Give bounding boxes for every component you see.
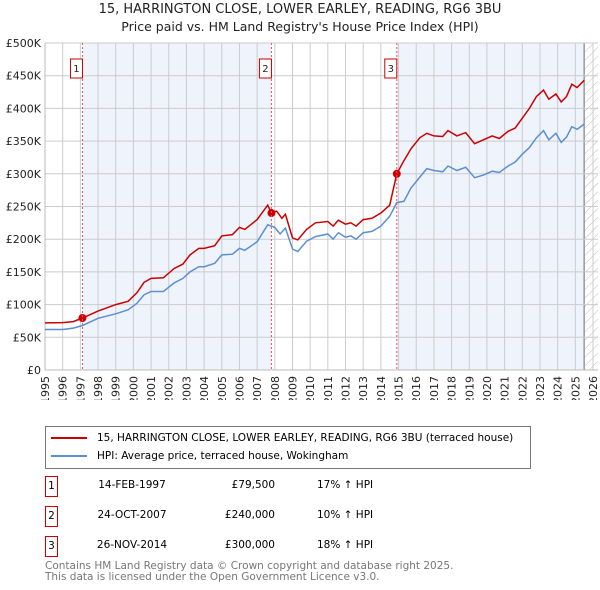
sale-number-badge: 3: [45, 536, 58, 557]
sale-marker-label: 3: [388, 64, 394, 75]
x-tick-label: 2007: [251, 376, 264, 400]
x-tick-label: 1995: [39, 376, 52, 400]
sale-marker-box: [384, 58, 398, 79]
x-tick-label: 2021: [499, 376, 512, 400]
y-tick-label: £150K: [6, 266, 42, 279]
sale-row: 1 14-FEB-1997 £79,500 17% ↑ HPI: [45, 476, 445, 497]
legend-item-hpi: HPI: Average price, terraced house, Woki…: [51, 450, 348, 462]
x-tick-label: 1997: [74, 376, 87, 400]
x-tick-label: 2019: [463, 376, 476, 400]
legend-item-property: 15, HARRINGTON CLOSE, LOWER EARLEY, READ…: [51, 432, 513, 444]
sale-hpi-diff: 18% ↑ HPI: [317, 539, 374, 551]
x-tick-label: 2009: [286, 376, 299, 400]
sale-marker-box: [69, 58, 83, 79]
x-tick-label: 2014: [375, 376, 388, 400]
x-tick-label: 2016: [410, 376, 423, 400]
x-tick-label: 1998: [92, 376, 105, 400]
sale-row: 2 24-OCT-2007 £240,000 10% ↑ HPI: [45, 506, 445, 527]
sale-marker-label: 1: [73, 64, 79, 75]
y-tick-label: £0: [27, 364, 41, 377]
sale-marker-box: [258, 58, 272, 79]
sale-number-badge: 2: [45, 506, 58, 527]
x-tick-label: 2002: [163, 376, 176, 400]
sale-date: 26-NOV-2014: [96, 539, 168, 551]
sale-price: £240,000: [224, 509, 275, 521]
sale-number-badge: 1: [45, 476, 58, 497]
footer-copyright: Contains HM Land Registry data © Crown c…: [45, 560, 454, 572]
x-tick-label: 2005: [216, 376, 229, 400]
price-chart: 1995 1996 1997 1998 1999 2000 2001 2002 2003 2004…: [6, 37, 600, 400]
x-tick-label: 2010: [304, 376, 317, 400]
y-tick-label: £250K: [6, 201, 42, 214]
x-tick-label: 2018: [446, 376, 459, 400]
y-tick-label: £300K: [6, 168, 42, 181]
legend-swatch-blue: [51, 455, 87, 457]
x-tick-label: 1996: [57, 376, 70, 400]
x-tick-label: 2025: [569, 376, 582, 400]
chart-title: 15, HARRINGTON CLOSE, LOWER EARLEY, READ…: [98, 2, 502, 17]
sale-hpi-diff: 17% ↑ HPI: [317, 479, 374, 491]
y-tick-label: £500K: [6, 37, 42, 50]
x-tick-label: 1999: [110, 376, 123, 400]
legend-label: HPI: Average price, terraced house, Woki…: [97, 450, 349, 462]
x-tick-label: 2011: [322, 376, 335, 400]
x-tick-label: 2026: [587, 376, 600, 400]
x-tick-label: 2004: [198, 376, 211, 400]
series-line-property: [44, 79, 585, 324]
x-tick-label: 2013: [357, 376, 370, 400]
x-tick-label: 2003: [180, 376, 193, 400]
x-tick-label: 2022: [516, 376, 529, 400]
sale-hpi-diff: 10% ↑ HPI: [317, 509, 374, 521]
x-tick-label: 2020: [481, 376, 494, 400]
x-tick-label: 2024: [552, 376, 565, 400]
y-tick-label: £350K: [6, 135, 42, 148]
x-tick-label: 2017: [428, 376, 441, 400]
sale-price: £300,000: [224, 539, 275, 551]
x-tick-label: 2001: [145, 376, 158, 400]
series-line-hpi: [45, 123, 585, 331]
sale-marker-label: 2: [262, 64, 268, 75]
sale-point: [78, 314, 87, 323]
legend: 15, HARRINGTON CLOSE, LOWER EARLEY, READ…: [45, 426, 531, 469]
legend-label: 15, HARRINGTON CLOSE, LOWER EARLEY, READ…: [97, 432, 514, 444]
y-tick-label: £200K: [6, 233, 42, 246]
x-tick-label: 2015: [393, 376, 406, 400]
x-tick-label: 2023: [534, 376, 547, 400]
sale-price: £79,500: [231, 479, 275, 491]
sale-point: [392, 169, 401, 178]
legend-swatch-red: [51, 437, 87, 439]
sale-date: 24-OCT-2007: [97, 509, 167, 521]
y-tick-label: £450K: [6, 70, 42, 83]
y-tick-label: £400K: [6, 102, 42, 115]
sale-row: 3 26-NOV-2014 £300,000 18% ↑ HPI: [45, 536, 445, 557]
y-tick-label: £100K: [6, 299, 42, 312]
footer-licence: This data is licensed under the Open Gov…: [45, 571, 380, 583]
sale-date: 14-FEB-1997: [98, 479, 166, 491]
sale-point: [267, 209, 276, 218]
x-tick-label: 2006: [233, 376, 246, 400]
chart-subtitle: Price paid vs. HM Land Registry's House …: [121, 19, 479, 34]
y-tick-label: £50K: [13, 331, 42, 344]
x-tick-label: 2008: [269, 376, 282, 400]
x-tick-label: 2000: [127, 376, 140, 400]
x-tick-label: 2012: [340, 376, 353, 400]
